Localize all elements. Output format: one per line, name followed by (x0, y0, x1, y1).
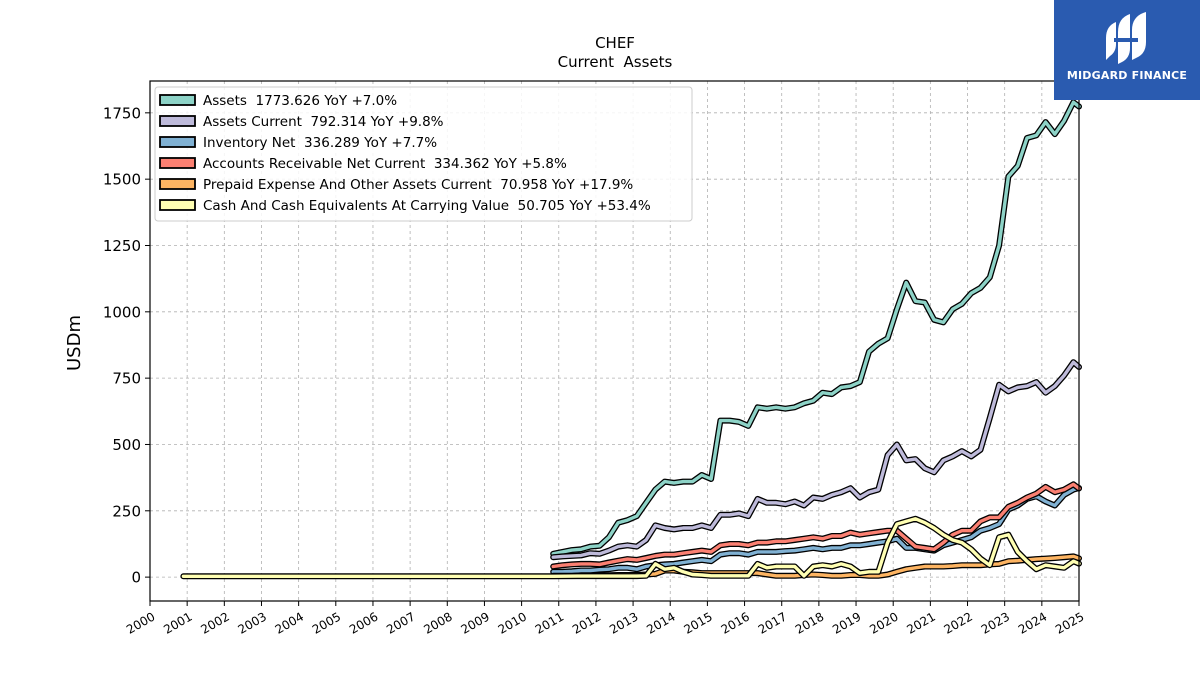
x-tick-label: 2019 (830, 609, 863, 636)
x-tick-label: 2025 (1053, 609, 1086, 636)
x-tick-label: 2013 (607, 609, 640, 636)
x-tick-label: 2010 (496, 609, 529, 636)
legend-label: Assets 1773.626 YoY +7.0% (203, 93, 397, 109)
y-axis-ticks: 0 250 500 750 1000 1250 1500 1750 (103, 104, 150, 587)
y-tick-label: 750 (112, 370, 141, 388)
y-axis-label: USDm (64, 315, 85, 371)
x-tick-label: 2017 (756, 609, 789, 636)
logo-mark-icon (1106, 12, 1146, 64)
series-outline (550, 359, 1082, 561)
legend-label: Cash And Cash Equivalents At Carrying Va… (203, 198, 651, 214)
y-tick-label: 1250 (103, 237, 141, 255)
x-tick-label: 2007 (384, 609, 417, 636)
plot-frame (149, 80, 1080, 602)
legend-label: Inventory Net 336.289 YoY +7.7% (203, 135, 437, 151)
chart-title: CHEF (595, 34, 635, 52)
legend-swatch (159, 199, 196, 211)
y-tick-label: 1500 (103, 171, 141, 189)
series-line-5 (181, 517, 1081, 578)
series-lines (180, 99, 1082, 580)
series-line-3 (551, 482, 1081, 569)
x-axis-ticks: 2000 2001 2002 2003 2004 2005 2006 2007 2008 2009… (124, 601, 1087, 637)
x-tick-label: 2012 (570, 609, 603, 636)
y-tick-label: 250 (112, 502, 141, 520)
legend-swatch (159, 136, 196, 148)
logo-text: MIDGARD FINANCE (1066, 69, 1188, 82)
x-tick-label: 2003 (236, 609, 269, 636)
series-line-0 (551, 100, 1081, 556)
legend-label: Accounts Receivable Net Current 334.362 … (203, 156, 567, 172)
x-tick-label: 2011 (533, 609, 566, 636)
y-tick-label: 500 (112, 436, 141, 454)
x-tick-label: 2005 (310, 609, 343, 636)
x-tick-label: 2018 (793, 609, 826, 636)
x-tick-label: 2002 (198, 609, 231, 636)
legend-swatch (159, 178, 196, 190)
y-tick-label: 1750 (103, 104, 141, 122)
legend-swatch (159, 115, 196, 127)
x-tick-label: 2000 (124, 609, 157, 636)
x-tick-label: 2004 (273, 609, 306, 636)
legend-swatch (159, 157, 196, 169)
x-tick-label: 2023 (979, 609, 1012, 636)
x-tick-label: 2014 (644, 609, 677, 636)
legend-label: Prepaid Expense And Other Assets Current… (203, 177, 633, 193)
x-tick-label: 2009 (458, 609, 491, 636)
y-tick-label: 1000 (103, 303, 141, 321)
legend-frame (154, 86, 693, 222)
x-tick-label: 2016 (719, 609, 752, 636)
x-tick-label: 2001 (161, 609, 194, 636)
legend-label: Assets Current 792.314 YoY +9.8% (203, 114, 444, 130)
legend: Assets 1773.626 YoY +7.0% Assets Current … (154, 86, 693, 222)
series-line-1 (551, 360, 1081, 559)
x-tick-label: 2015 (681, 609, 714, 636)
x-tick-label: 2020 (867, 609, 900, 636)
legend-swatch (159, 94, 196, 106)
brand-logo: MIDGARD FINANCE (1054, 0, 1200, 100)
x-tick-label: 2008 (421, 609, 454, 636)
series-line-2 (551, 486, 1081, 574)
chart-subtitle: Current Assets (558, 53, 673, 71)
x-tick-label: 2022 (942, 609, 975, 636)
x-tick-label: 2021 (904, 609, 937, 636)
x-tick-label: 2024 (1016, 609, 1049, 636)
x-tick-label: 2006 (347, 609, 380, 636)
y-tick-label: 0 (131, 569, 141, 587)
